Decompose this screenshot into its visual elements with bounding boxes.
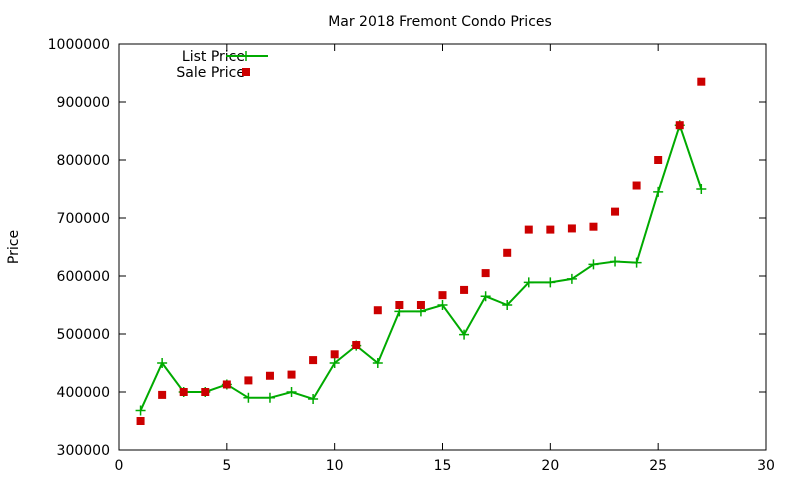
data-point bbox=[136, 417, 145, 425]
data-point bbox=[416, 301, 425, 309]
data-point bbox=[265, 371, 274, 380]
y-tick-label: 1000000 bbox=[48, 37, 110, 53]
legend-marker bbox=[242, 68, 250, 76]
data-point bbox=[632, 181, 641, 190]
y-tick-label: 800000 bbox=[57, 153, 110, 169]
data-point bbox=[264, 392, 275, 403]
series-0 bbox=[135, 120, 707, 416]
data-point bbox=[653, 186, 664, 197]
data-point bbox=[330, 350, 339, 359]
data-point bbox=[481, 269, 490, 278]
x-tick-label: 30 bbox=[757, 458, 775, 474]
axis-ticks: 0 5 10 15 20 25 30 300000 400000 500000 600000 7000… bbox=[48, 37, 775, 474]
data-point bbox=[566, 273, 577, 284]
legend-marker bbox=[241, 51, 251, 61]
chart-title: Mar 2018 Fremont Condo Prices bbox=[328, 14, 552, 30]
data-point bbox=[243, 392, 254, 403]
x-tick-label: 0 bbox=[115, 458, 124, 474]
data-point bbox=[523, 277, 534, 288]
data-point bbox=[157, 358, 168, 368]
x-tick-label: 25 bbox=[649, 458, 667, 474]
x-tick-label: 5 bbox=[222, 458, 231, 474]
data-point bbox=[438, 291, 447, 300]
data-point bbox=[459, 329, 470, 340]
legend-label: List Price bbox=[182, 49, 245, 65]
y-tick-label: 700000 bbox=[57, 211, 110, 227]
y-axis-label: Price bbox=[6, 230, 22, 264]
data-point bbox=[373, 306, 382, 315]
series-layer bbox=[135, 77, 707, 425]
y-tick-label: 300000 bbox=[57, 443, 110, 459]
data-point bbox=[589, 222, 598, 231]
data-point bbox=[588, 259, 599, 270]
data-point bbox=[503, 248, 512, 257]
data-point bbox=[308, 393, 319, 404]
y-tick-label: 600000 bbox=[57, 269, 110, 285]
data-point bbox=[696, 184, 707, 194]
legend-label: Sale Price bbox=[176, 65, 245, 81]
data-point bbox=[437, 300, 448, 310]
data-point bbox=[158, 390, 167, 399]
data-point bbox=[135, 405, 146, 416]
data-point bbox=[179, 388, 188, 396]
data-point bbox=[309, 356, 318, 365]
data-point bbox=[524, 225, 533, 234]
data-point bbox=[502, 300, 513, 310]
data-point bbox=[697, 77, 706, 86]
data-point bbox=[545, 277, 556, 288]
data-point bbox=[201, 388, 210, 396]
data-point bbox=[329, 358, 340, 368]
data-point bbox=[395, 301, 404, 309]
data-point bbox=[352, 341, 361, 350]
y-tick-label: 400000 bbox=[57, 385, 110, 401]
data-point bbox=[460, 285, 469, 294]
series-1 bbox=[136, 77, 706, 425]
data-point bbox=[611, 207, 620, 216]
data-point bbox=[287, 370, 296, 379]
data-point bbox=[244, 376, 253, 385]
x-tick-label: 10 bbox=[326, 458, 344, 474]
data-point bbox=[222, 380, 231, 389]
y-tick-label: 500000 bbox=[57, 327, 110, 343]
data-point bbox=[610, 256, 621, 267]
data-point bbox=[546, 225, 555, 234]
data-point bbox=[675, 121, 684, 130]
y-tick-label: 900000 bbox=[57, 95, 110, 111]
data-point bbox=[654, 156, 663, 164]
data-point bbox=[480, 291, 491, 302]
data-point bbox=[372, 358, 383, 368]
series-line bbox=[139, 122, 703, 411]
data-point bbox=[631, 257, 642, 268]
x-tick-label: 15 bbox=[434, 458, 452, 474]
x-tick-label: 20 bbox=[541, 458, 559, 474]
data-point bbox=[286, 387, 297, 397]
data-point bbox=[567, 224, 576, 233]
